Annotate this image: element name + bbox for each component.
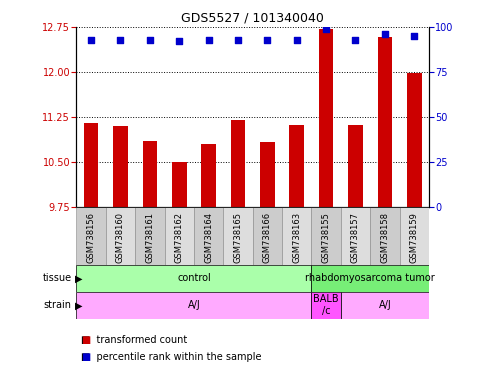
Bar	[194, 207, 223, 265]
Text: tissue: tissue	[42, 273, 71, 283]
Text: ■  transformed count: ■ transformed count	[81, 335, 188, 345]
Bar	[223, 207, 253, 265]
Point	[352, 36, 359, 43]
Text: GDS5527 / 101340040: GDS5527 / 101340040	[181, 12, 324, 25]
Point	[381, 31, 389, 37]
Bar	[201, 144, 216, 207]
Text: GSM738159: GSM738159	[410, 212, 419, 263]
Bar	[106, 207, 135, 265]
Point	[293, 36, 301, 43]
Text: ■: ■	[81, 352, 91, 362]
Bar	[142, 141, 157, 207]
Bar	[84, 123, 99, 207]
Text: ■: ■	[81, 335, 91, 345]
Bar	[319, 29, 333, 207]
Text: rhabdomyosarcoma tumor: rhabdomyosarcoma tumor	[305, 273, 435, 283]
Text: GSM738163: GSM738163	[292, 212, 301, 263]
Text: control: control	[177, 273, 211, 283]
Point	[116, 36, 124, 43]
Point	[322, 26, 330, 32]
Bar	[312, 207, 341, 265]
Bar	[341, 292, 429, 319]
Bar	[76, 207, 106, 265]
Text: GSM738162: GSM738162	[175, 212, 184, 263]
Text: A/J: A/J	[187, 300, 200, 310]
Bar	[252, 207, 282, 265]
Point	[146, 36, 154, 43]
Text: GSM738166: GSM738166	[263, 212, 272, 263]
Bar	[135, 207, 165, 265]
Bar	[312, 292, 341, 319]
Text: ▶: ▶	[75, 273, 82, 283]
Bar	[260, 142, 275, 207]
Text: A/J: A/J	[379, 300, 391, 310]
Bar	[113, 126, 128, 207]
Text: BALB
/c: BALB /c	[313, 295, 339, 316]
Bar	[341, 207, 370, 265]
Point	[87, 36, 95, 43]
Bar	[289, 125, 304, 207]
Text: ■  percentile rank within the sample: ■ percentile rank within the sample	[81, 352, 262, 362]
Text: GSM738156: GSM738156	[87, 212, 96, 263]
Bar	[348, 125, 363, 207]
Bar	[172, 162, 186, 207]
Bar	[76, 265, 312, 292]
Bar	[165, 207, 194, 265]
Bar	[370, 207, 399, 265]
Bar	[231, 120, 246, 207]
Text: GSM738165: GSM738165	[234, 212, 243, 263]
Text: GSM738158: GSM738158	[380, 212, 389, 263]
Text: strain: strain	[43, 300, 71, 310]
Text: GSM738157: GSM738157	[351, 212, 360, 263]
Bar	[378, 37, 392, 207]
Point	[205, 36, 212, 43]
Point	[263, 36, 271, 43]
Point	[410, 33, 418, 39]
Text: ▶: ▶	[75, 300, 82, 310]
Text: GSM738164: GSM738164	[204, 212, 213, 263]
Point	[234, 36, 242, 43]
Bar	[76, 292, 312, 319]
Bar	[282, 207, 312, 265]
Point	[176, 38, 183, 45]
Text: GSM738160: GSM738160	[116, 212, 125, 263]
Text: GSM738155: GSM738155	[321, 212, 331, 263]
Bar	[407, 73, 422, 207]
Text: GSM738161: GSM738161	[145, 212, 154, 263]
Bar	[312, 265, 429, 292]
Bar	[399, 207, 429, 265]
